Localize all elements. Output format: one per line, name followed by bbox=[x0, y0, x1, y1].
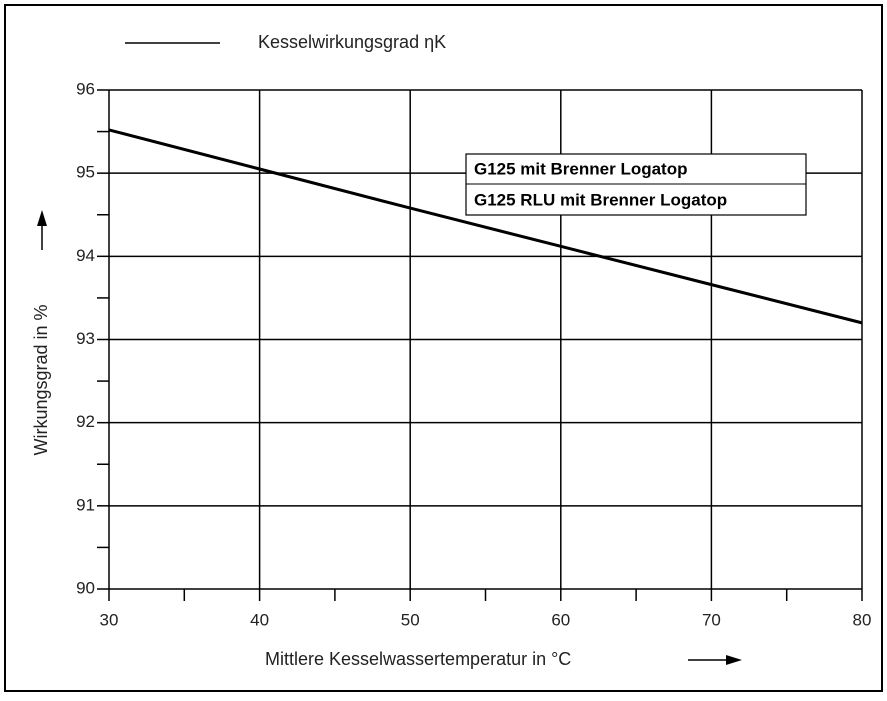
x-tick-label: 50 bbox=[401, 610, 420, 629]
x-tick-label: 60 bbox=[551, 610, 570, 629]
annotation: G125 mit Brenner Logatop bbox=[474, 159, 687, 178]
y-axis-label: Wirkungsgrad in % bbox=[31, 304, 51, 455]
y-tick-label: 93 bbox=[76, 329, 95, 348]
annotation: G125 RLU mit Brenner Logatop bbox=[474, 190, 727, 209]
y-tick-label: 94 bbox=[76, 246, 95, 265]
y-arrow-head bbox=[37, 210, 47, 226]
y-tick-label: 96 bbox=[76, 79, 95, 98]
y-tick-label: 95 bbox=[76, 163, 95, 182]
x-tick-label: 30 bbox=[100, 610, 119, 629]
legend-label: Kesselwirkungsgrad ηK bbox=[258, 32, 446, 52]
y-tick-label: 92 bbox=[76, 412, 95, 431]
y-tick-label: 91 bbox=[76, 495, 95, 514]
data-line bbox=[108, 128, 863, 325]
x-tick-label: 80 bbox=[853, 610, 872, 629]
x-tick-label: 40 bbox=[250, 610, 269, 629]
x-tick-label: 70 bbox=[702, 610, 721, 629]
frame bbox=[4, 4, 883, 692]
x-arrow-head bbox=[726, 655, 742, 665]
y-tick-label: 90 bbox=[76, 578, 95, 597]
x-axis-label: Mittlere Kesselwassertemperatur in °C bbox=[265, 649, 571, 669]
